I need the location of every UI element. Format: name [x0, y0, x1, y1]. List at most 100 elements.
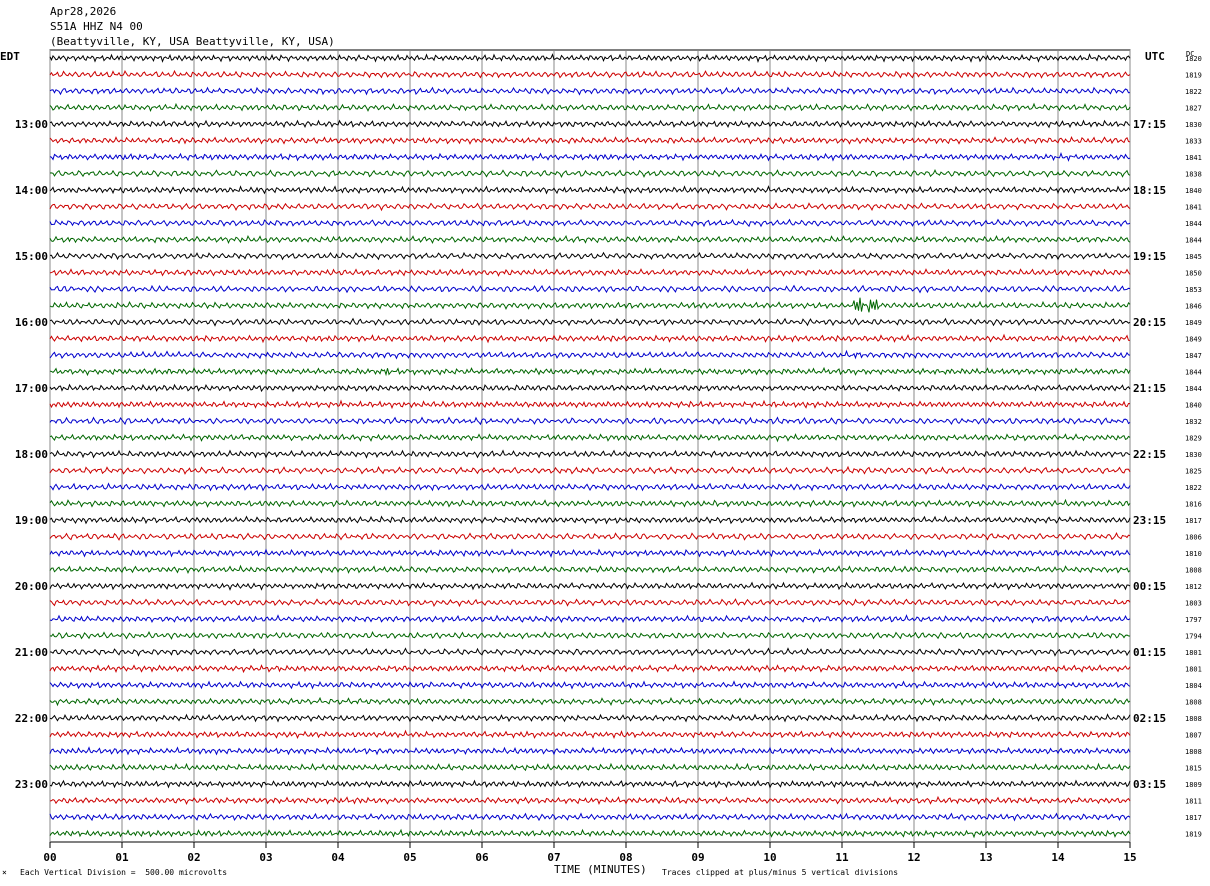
seismic-trace — [49, 729, 1131, 739]
seismic-trace — [49, 564, 1131, 575]
utc-hour-label: 03:15 — [1133, 778, 1166, 791]
seismic-trace — [49, 647, 1131, 657]
dc-offset-label: 1845 — [1185, 253, 1202, 261]
dc-offset-label: 1806 — [1185, 534, 1202, 542]
utc-hour-label: 01:15 — [1133, 646, 1166, 659]
dc-offset-label: 1840 — [1185, 402, 1202, 410]
dc-offset-label: 1830 — [1185, 451, 1202, 459]
dc-offset-label: 1820 — [1185, 55, 1202, 63]
dc-offset-label: 1811 — [1185, 798, 1202, 806]
seismic-trace — [49, 548, 1131, 558]
seismic-trace — [49, 169, 1131, 178]
dc-offset-label: 1822 — [1185, 484, 1202, 492]
dc-offset-label: 1844 — [1185, 369, 1202, 377]
seismic-trace — [49, 680, 1131, 690]
seismic-trace — [49, 449, 1131, 459]
seismic-trace — [49, 433, 1131, 443]
minute-tick-label: 02 — [187, 851, 200, 864]
dc-offset-label: 1825 — [1185, 468, 1202, 476]
seismic-trace — [49, 581, 1131, 591]
dc-offset-label: 1808 — [1185, 715, 1202, 723]
seismic-trace — [49, 614, 1131, 624]
scale-note: Each Vertical Division = 500.00 microvol… — [20, 868, 228, 877]
seismic-trace — [49, 268, 1131, 277]
utc-hour-label: 17:15 — [1133, 118, 1166, 131]
seismic-trace — [49, 297, 1131, 313]
dc-offset-label: 1849 — [1185, 336, 1202, 344]
dc-offset-label: 1849 — [1185, 319, 1202, 327]
edt-hour-label: 16:00 — [15, 316, 48, 329]
seismic-trace — [49, 317, 1131, 327]
minute-tick-label: 06 — [475, 851, 489, 864]
dc-offset-label: 1801 — [1185, 649, 1202, 657]
utc-axis-label: UTC — [1145, 50, 1165, 63]
seismic-trace — [49, 349, 1131, 360]
seismic-trace — [49, 663, 1131, 674]
plot-date: Apr28,2026 — [50, 5, 117, 18]
seismic-trace — [49, 119, 1131, 129]
seismic-trace — [49, 696, 1131, 707]
edt-hour-label: 17:00 — [15, 382, 48, 395]
minute-tick-label: 14 — [1051, 851, 1065, 864]
plot-frame — [49, 49, 1131, 843]
seismic-trace — [49, 598, 1131, 608]
dc-axis-label: DC — [1186, 50, 1195, 58]
utc-hour-label: 23:15 — [1133, 514, 1166, 527]
seismic-trace — [49, 86, 1131, 96]
seismic-trace — [49, 465, 1131, 475]
seismic-trace — [49, 795, 1131, 806]
dc-offset-label: 1838 — [1185, 171, 1202, 179]
seismic-trace — [49, 762, 1131, 772]
edt-hour-label: 13:00 — [15, 118, 48, 131]
dc-offset-label: 1830 — [1185, 121, 1202, 129]
minute-tick-label: 15 — [1123, 851, 1136, 864]
dc-offset-label: 1794 — [1185, 633, 1202, 641]
seismic-trace — [49, 251, 1131, 261]
dc-offset-label: 1803 — [1185, 600, 1202, 608]
dc-offset-label: 1832 — [1185, 418, 1202, 426]
dc-offset-label: 1844 — [1185, 237, 1202, 245]
seismic-trace — [49, 234, 1131, 245]
seismic-trace — [49, 185, 1131, 195]
dc-offset-label: 1822 — [1185, 88, 1202, 96]
utc-hour-label: 19:15 — [1133, 250, 1166, 263]
dc-offset-label: 1841 — [1185, 154, 1202, 162]
dc-offset-label: 1807 — [1185, 732, 1202, 740]
dc-offset-label: 1797 — [1185, 616, 1202, 624]
clip-note: Traces clipped at plus/minus 5 vertical … — [662, 868, 899, 877]
seismic-trace — [49, 284, 1131, 294]
edt-hour-label: 20:00 — [15, 580, 48, 593]
edt-hour-label: 22:00 — [15, 712, 48, 725]
dc-offset-label: 1804 — [1185, 682, 1202, 690]
dc-offset-label: 1812 — [1185, 583, 1202, 591]
seismic-trace — [49, 630, 1131, 640]
seismic-trace — [49, 333, 1131, 344]
seismic-trace — [49, 383, 1131, 393]
dc-offset-label: 1829 — [1185, 435, 1202, 443]
dc-offset-label: 1847 — [1185, 352, 1202, 360]
utc-hour-label: 00:15 — [1133, 580, 1166, 593]
minute-tick-label: 11 — [835, 851, 849, 864]
seismic-trace — [49, 531, 1131, 541]
seismic-trace — [49, 151, 1131, 162]
dc-offset-label: 1853 — [1185, 286, 1202, 294]
seismic-trace — [49, 136, 1131, 145]
dc-offset-label: 1816 — [1185, 501, 1202, 509]
minute-tick-label: 08 — [619, 851, 632, 864]
x-axis-title: TIME (MINUTES) — [554, 863, 647, 876]
corner-mark: × — [2, 868, 7, 877]
utc-hour-label: 18:15 — [1133, 184, 1166, 197]
seismic-trace — [49, 218, 1131, 228]
dc-offset-label: 1815 — [1185, 765, 1202, 773]
dc-offset-label: 1841 — [1185, 204, 1202, 212]
edt-hour-label: 18:00 — [15, 448, 48, 461]
dc-offset-label: 1810 — [1185, 550, 1202, 558]
seismic-trace — [49, 416, 1131, 426]
dc-offset-label: 1827 — [1185, 105, 1202, 113]
seismic-trace — [49, 713, 1131, 723]
seismic-trace — [49, 102, 1131, 113]
minute-tick-label: 03 — [259, 851, 272, 864]
minute-tick-label: 01 — [115, 851, 129, 864]
minute-tick-label: 07 — [547, 851, 560, 864]
station-code: S51A HHZ N4 00 — [50, 20, 143, 33]
